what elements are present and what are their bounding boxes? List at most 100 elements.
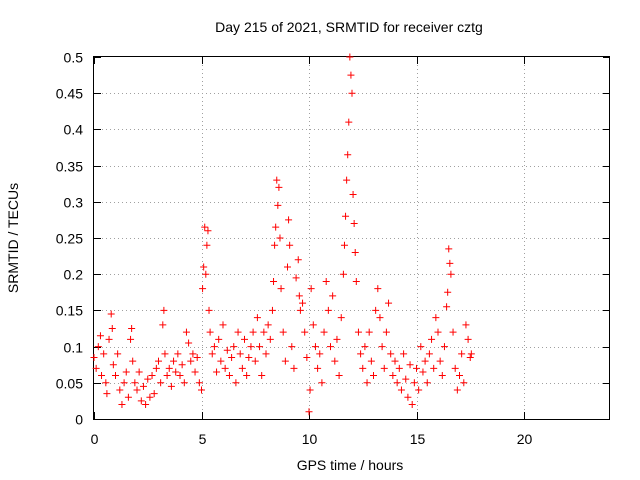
data-point xyxy=(180,379,188,387)
data-point xyxy=(303,353,311,361)
data-point xyxy=(277,285,285,293)
data-point xyxy=(245,353,253,361)
data-point xyxy=(204,227,212,235)
data-point xyxy=(395,364,403,372)
data-point xyxy=(189,350,197,358)
gridlines xyxy=(94,57,610,419)
data-point xyxy=(201,223,209,231)
data-point xyxy=(402,375,410,383)
data-point xyxy=(387,350,395,358)
data-point xyxy=(380,364,388,372)
data-point xyxy=(306,386,314,394)
data-point xyxy=(272,223,280,231)
data-point xyxy=(349,191,357,199)
y-tick-label: 0.3 xyxy=(64,195,84,211)
data-point xyxy=(284,263,291,271)
y-tick-label: 0 xyxy=(75,412,83,428)
data-point xyxy=(264,321,272,329)
data-point xyxy=(200,263,208,271)
data-point xyxy=(195,379,203,387)
data-point xyxy=(268,306,276,314)
y-tick-label: 0.25 xyxy=(56,231,83,247)
data-point xyxy=(135,368,143,376)
data-point xyxy=(253,314,261,322)
data-point xyxy=(159,321,167,329)
data-point xyxy=(367,357,375,365)
data-point xyxy=(453,386,461,394)
data-point xyxy=(447,270,455,278)
data-point xyxy=(232,379,240,387)
data-point xyxy=(271,241,279,249)
data-point xyxy=(276,234,284,242)
y-tick-label: 0.5 xyxy=(64,50,84,66)
data-point xyxy=(421,357,429,365)
data-point xyxy=(122,368,130,376)
data-point xyxy=(337,314,345,322)
data-point xyxy=(157,379,165,387)
data-point xyxy=(286,241,294,249)
data-point xyxy=(331,357,339,365)
data-point xyxy=(191,368,199,376)
data-point xyxy=(234,328,242,336)
data-point xyxy=(163,372,171,380)
data-point xyxy=(382,328,390,336)
data-point xyxy=(260,328,268,336)
data-point xyxy=(174,350,182,358)
data-point xyxy=(221,364,229,372)
axis-ticks xyxy=(94,57,610,420)
x-tick-label: 0 xyxy=(91,431,99,447)
data-point xyxy=(385,299,393,307)
data-point xyxy=(292,274,300,282)
data-point xyxy=(354,328,362,336)
y-axis-label: SRMTID / TECUs xyxy=(5,183,21,293)
data-point xyxy=(322,277,330,285)
data-point xyxy=(120,379,128,387)
data-point xyxy=(161,350,169,358)
data-point xyxy=(428,335,436,343)
data-point xyxy=(262,350,270,358)
data-point xyxy=(133,386,141,394)
data-point xyxy=(238,364,246,372)
data-point xyxy=(108,325,116,332)
data-point xyxy=(256,343,264,351)
data-point xyxy=(96,332,104,340)
data-point xyxy=(376,314,384,322)
data-point xyxy=(314,364,322,372)
data-point xyxy=(208,350,216,358)
data-point xyxy=(460,379,468,387)
data-point xyxy=(127,335,135,343)
data-point xyxy=(344,151,352,159)
data-point xyxy=(144,375,152,383)
data-point xyxy=(128,325,136,332)
data-point xyxy=(393,379,401,387)
data-point xyxy=(172,368,180,376)
data-point xyxy=(432,314,440,322)
x-axis-label: GPS time / hours xyxy=(297,457,404,473)
data-point xyxy=(415,386,423,394)
data-point xyxy=(295,292,303,300)
data-point xyxy=(249,328,257,336)
data-point xyxy=(109,361,117,369)
data-point xyxy=(124,393,132,401)
data-point xyxy=(146,393,154,401)
data-point xyxy=(98,372,106,380)
data-point xyxy=(178,361,186,369)
data-point xyxy=(150,390,158,398)
data-point xyxy=(236,350,244,358)
data-point xyxy=(215,335,223,343)
data-point xyxy=(357,350,365,358)
data-point xyxy=(451,364,459,372)
data-point xyxy=(443,303,451,311)
data-point xyxy=(445,245,453,253)
data-point xyxy=(446,259,454,267)
data-point xyxy=(203,241,211,249)
data-point xyxy=(225,372,233,380)
data-point xyxy=(410,379,418,387)
data-point xyxy=(139,382,147,390)
data-point xyxy=(210,343,218,351)
data-point xyxy=(339,270,347,278)
x-tick-labels: 0 5 10 15 20 xyxy=(91,431,533,447)
data-point xyxy=(199,285,207,293)
data-point xyxy=(193,353,201,361)
